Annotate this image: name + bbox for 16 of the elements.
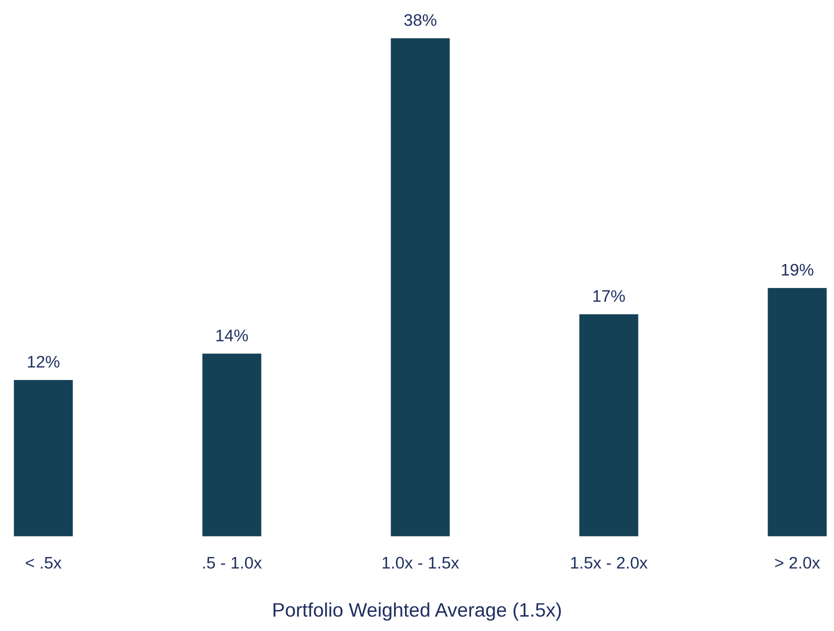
x-tick-label: < .5x [26,557,62,569]
x-tick-label: 1.5x - 2.0x [571,556,648,569]
data-label: 14% [216,330,248,342]
bar [389,36,452,537]
x-axis-title: Portfolio Weighted Average (1.5x) [274,602,561,621]
x-tick-label: > 2.0x [775,556,820,569]
x-tick-label: .5 - 1.0x [203,556,262,569]
bar [766,286,828,537]
x-tick-label: 1.0x - 1.5x [382,556,460,569]
bar [12,378,74,537]
bar [578,312,640,537]
data-label: 38% [404,14,436,26]
data-label: 17% [593,290,625,302]
data-label: 19% [782,264,814,276]
data-label: 12% [28,356,60,368]
bar [200,352,263,537]
